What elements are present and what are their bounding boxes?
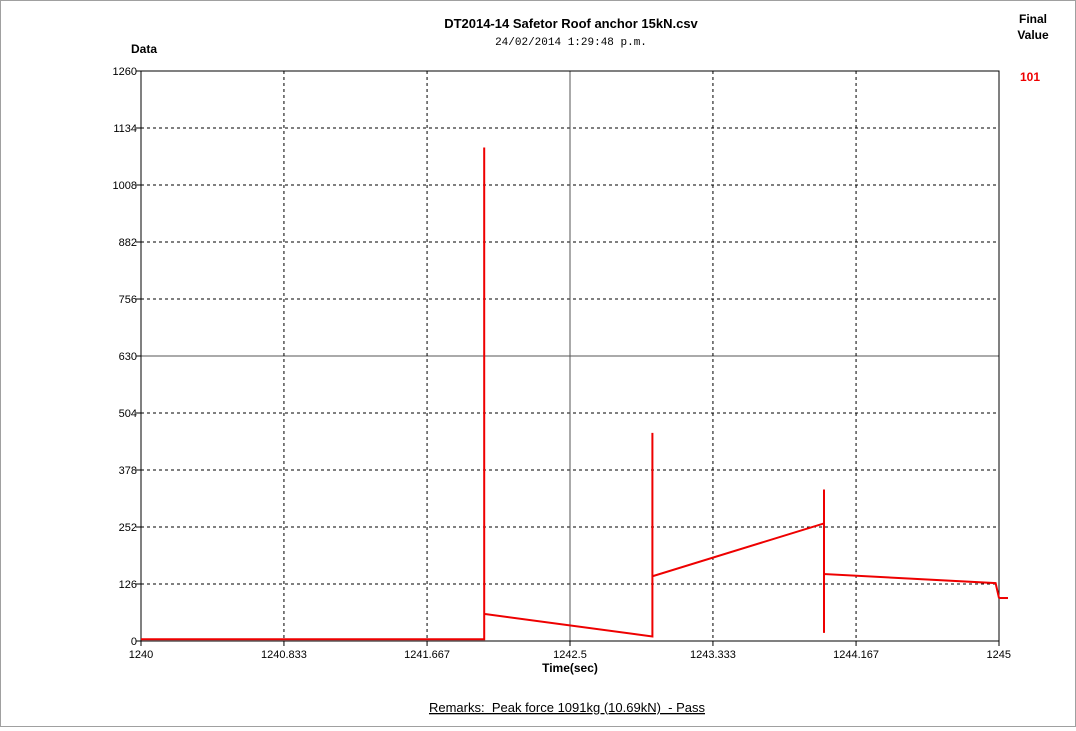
y-tick-label: 504	[119, 408, 137, 420]
x-tick-label: 1240.833	[261, 649, 307, 661]
y-tick-label: 126	[119, 579, 137, 591]
y-tick-label: 1134	[113, 123, 137, 135]
x-tick-label: 1242.5	[553, 649, 587, 661]
y-axis-title: Data	[131, 42, 157, 56]
y-tick-label: 756	[119, 294, 137, 306]
x-axis-title: Time(sec)	[542, 661, 598, 675]
final-value: 101	[1020, 70, 1040, 84]
y-tick-label: 1008	[113, 180, 137, 192]
x-tick-label: 1245	[987, 649, 1011, 661]
remarks-text: Remarks: Peak force 1091kg (10.69kN) - P…	[429, 700, 706, 715]
series-group	[141, 147, 1008, 641]
x-tick-label: 1240	[129, 649, 153, 661]
x-tick-label: 1241.667	[404, 649, 450, 661]
series-line	[141, 147, 1000, 641]
y-tick-label: 378	[119, 465, 137, 477]
grid	[141, 71, 999, 641]
x-tick-label: 1243.333	[690, 649, 736, 661]
x-axis-ticks: 1240 1240.833 1241.667 1242.5 1243.333 1244.1…	[129, 641, 1011, 661]
x-tick-label: 1244.167	[833, 649, 879, 661]
y-tick-label: 0	[131, 636, 137, 648]
y-axis-ticks: 0 126 252 378 504 630 756 882 1008 1134 1260	[113, 66, 141, 648]
y-tick-label: 630	[119, 351, 137, 363]
chart-subtitle: 24/02/2014 1:29:48 p.m.	[495, 37, 647, 49]
y-tick-label: 252	[119, 522, 137, 534]
y-tick-label: 1260	[113, 66, 137, 78]
final-value-label-line2: Value	[1017, 28, 1049, 42]
final-value-label-line1: Final	[1019, 12, 1047, 26]
y-tick-label: 882	[119, 237, 137, 249]
chart-title: DT2014-14 Safetor Roof anchor 15kN.csv	[444, 16, 698, 31]
